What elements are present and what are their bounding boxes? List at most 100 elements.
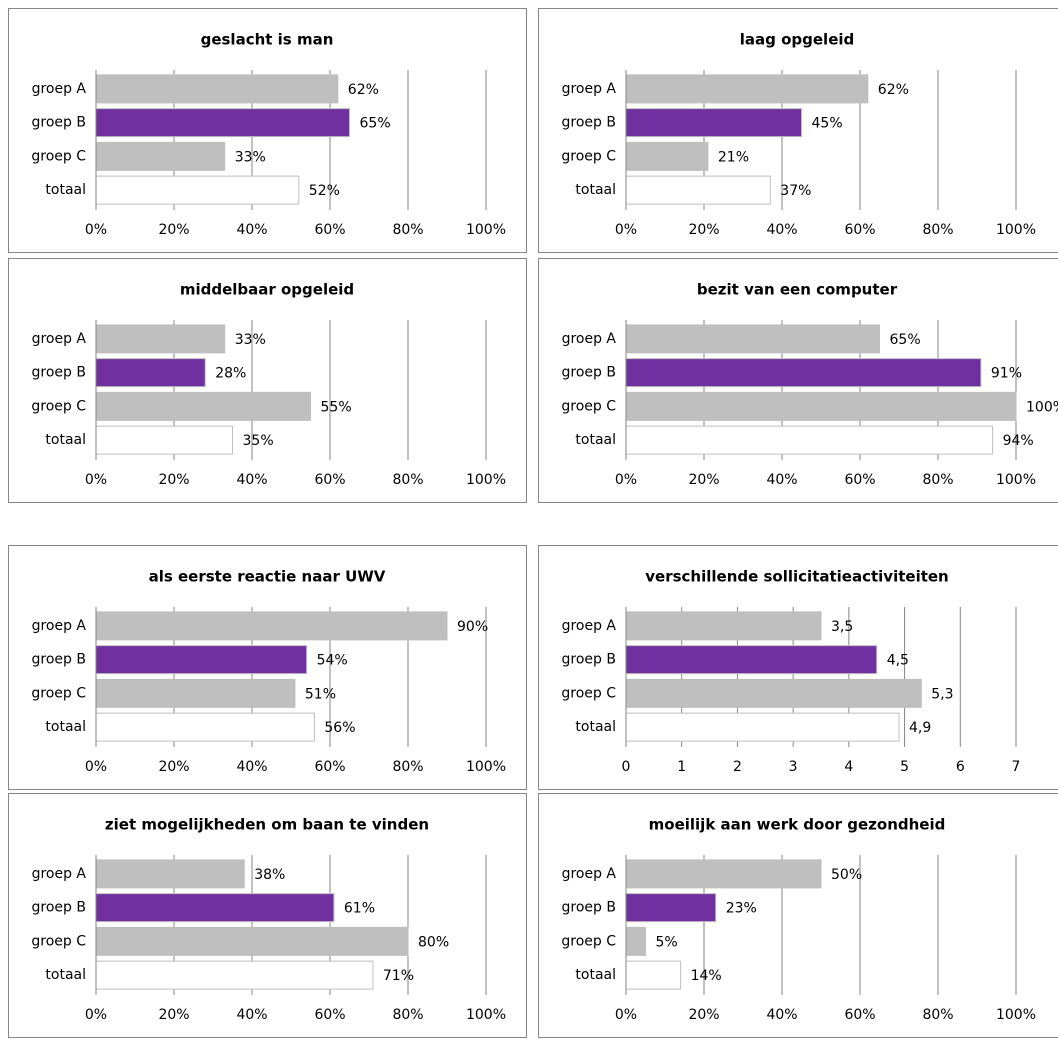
value-label: 5% xyxy=(656,934,678,950)
category-label: groep B xyxy=(562,900,616,916)
panel xyxy=(8,793,527,1038)
bar xyxy=(625,74,869,104)
category-label: totaal xyxy=(45,432,86,448)
value-label: 14% xyxy=(691,968,722,984)
bar xyxy=(95,358,206,388)
x-tick-label: 0 xyxy=(622,759,631,775)
x-tick-label: 40% xyxy=(766,222,797,238)
category-label: groep C xyxy=(31,933,86,949)
x-tick-label: 40% xyxy=(766,472,797,488)
x-tick-label: 100% xyxy=(996,1007,1036,1023)
value-label: 56% xyxy=(324,720,355,736)
panel xyxy=(538,793,1058,1038)
bar xyxy=(625,108,802,138)
x-tick-label: 20% xyxy=(688,472,719,488)
value-label: 62% xyxy=(878,82,909,98)
category-label: groep A xyxy=(562,866,617,882)
category-label: groep A xyxy=(32,81,87,97)
x-tick-label: 60% xyxy=(314,222,345,238)
value-label: 52% xyxy=(309,183,340,199)
x-tick-label: 60% xyxy=(844,1007,875,1023)
x-tick-label: 4 xyxy=(844,759,853,775)
category-label: groep B xyxy=(562,365,616,381)
category-label: totaal xyxy=(45,967,86,983)
category-label: groep B xyxy=(32,900,86,916)
value-label: 55% xyxy=(321,399,352,415)
bar xyxy=(95,391,311,421)
category-label: groep C xyxy=(561,685,616,701)
x-tick-label: 100% xyxy=(996,222,1036,238)
value-label: 62% xyxy=(348,82,379,98)
x-tick-label: 0% xyxy=(615,472,637,488)
x-tick-label: 100% xyxy=(466,1007,506,1023)
x-tick-label: 7 xyxy=(1012,759,1021,775)
value-label: 21% xyxy=(718,149,749,165)
x-tick-label: 40% xyxy=(236,759,267,775)
panel xyxy=(538,258,1058,503)
value-label: 45% xyxy=(812,116,843,132)
category-label: totaal xyxy=(45,719,86,735)
x-tick-label: 60% xyxy=(844,222,875,238)
x-tick-label: 0% xyxy=(85,222,107,238)
x-tick-label: 80% xyxy=(392,222,423,238)
x-tick-label: 0% xyxy=(85,1007,107,1023)
value-label: 65% xyxy=(890,332,921,348)
category-label: totaal xyxy=(575,719,616,735)
category-label: groep A xyxy=(562,618,617,634)
x-tick-label: 100% xyxy=(466,759,506,775)
bar xyxy=(95,425,233,455)
bar xyxy=(625,611,822,641)
bar xyxy=(625,425,994,455)
bar xyxy=(95,859,245,889)
x-tick-label: 60% xyxy=(314,472,345,488)
bar xyxy=(625,859,822,889)
category-label: groep A xyxy=(32,618,87,634)
panel xyxy=(8,258,527,503)
panel xyxy=(538,8,1058,253)
x-tick-label: 40% xyxy=(236,222,267,238)
value-label: 5,3 xyxy=(931,686,953,702)
x-tick-label: 40% xyxy=(766,1007,797,1023)
chart-title: moeilijk aan werk door gezondheid xyxy=(649,816,946,834)
bar xyxy=(625,960,682,990)
value-label: 38% xyxy=(254,867,285,883)
bar xyxy=(625,391,1017,421)
chart-title: laag opgeleid xyxy=(740,31,855,49)
x-tick-label: 80% xyxy=(922,472,953,488)
x-tick-label: 2 xyxy=(733,759,742,775)
value-label: 100% xyxy=(1026,399,1058,415)
bar xyxy=(625,358,982,388)
category-label: groep B xyxy=(32,365,86,381)
category-label: groep B xyxy=(32,652,86,668)
value-label: 80% xyxy=(418,934,449,950)
bar xyxy=(625,175,771,205)
x-tick-label: 20% xyxy=(158,759,189,775)
value-label: 50% xyxy=(831,867,862,883)
x-tick-label: 80% xyxy=(922,1007,953,1023)
bar xyxy=(95,960,374,990)
value-label: 94% xyxy=(1003,433,1034,449)
value-label: 3,5 xyxy=(831,619,853,635)
value-label: 61% xyxy=(344,901,375,917)
category-label: groep A xyxy=(32,331,87,347)
x-tick-label: 80% xyxy=(392,759,423,775)
bar xyxy=(95,926,409,956)
category-label: groep B xyxy=(32,115,86,131)
chart-title: middelbaar opgeleid xyxy=(180,281,354,299)
value-label: 4,5 xyxy=(887,653,909,669)
x-tick-label: 80% xyxy=(392,1007,423,1023)
bar xyxy=(625,926,646,956)
bar xyxy=(95,74,339,104)
category-label: groep B xyxy=(562,652,616,668)
x-tick-label: 20% xyxy=(158,222,189,238)
bar xyxy=(95,141,226,171)
chart-title: bezit van een computer xyxy=(697,281,898,299)
x-tick-label: 40% xyxy=(236,1007,267,1023)
x-tick-label: 1 xyxy=(677,759,686,775)
x-tick-label: 20% xyxy=(688,1007,719,1023)
value-label: 65% xyxy=(360,116,391,132)
category-label: groep A xyxy=(562,81,617,97)
category-label: groep A xyxy=(32,866,87,882)
category-label: groep C xyxy=(31,398,86,414)
